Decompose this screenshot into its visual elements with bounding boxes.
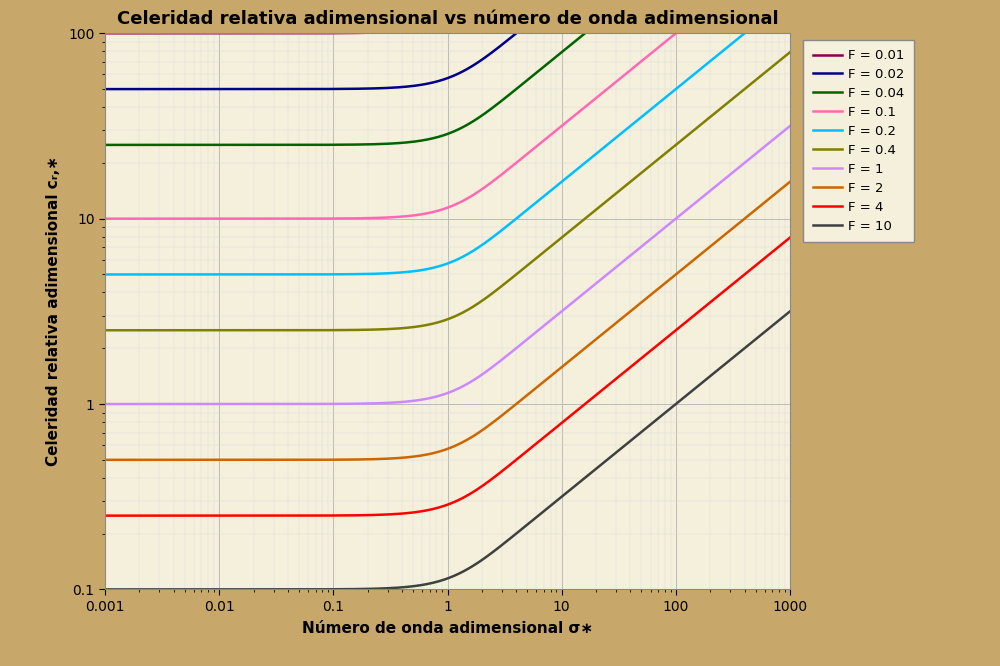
F = 2 [771, 188, 783, 196]
F = 0.1 [218, 214, 230, 222]
F = 0.4 [391, 324, 403, 332]
F = 1 [362, 400, 374, 408]
F = 2 [218, 456, 230, 464]
F = 10 [362, 585, 374, 593]
F = 0.04 [177, 141, 189, 149]
F = 2 [391, 454, 403, 462]
F = 4 [177, 511, 189, 519]
F = 0.2 [362, 270, 374, 278]
F = 0.02 [99, 85, 111, 93]
Line: F = 4: F = 4 [105, 238, 790, 515]
F = 0.4 [697, 119, 709, 127]
F = 0.02 [177, 85, 189, 93]
F = 10 [99, 585, 111, 593]
Y-axis label: Celeridad relativa adimensional cᵣ,∗: Celeridad relativa adimensional cᵣ,∗ [46, 157, 61, 466]
F = 0.4 [771, 59, 783, 67]
F = 4 [391, 510, 403, 518]
Line: F = 10: F = 10 [105, 312, 790, 589]
F = 0.04 [99, 141, 111, 149]
F = 4 [697, 304, 709, 312]
F = 1 [99, 400, 111, 408]
F = 2 [99, 456, 111, 464]
F = 0.2 [391, 269, 403, 277]
F = 0.1 [177, 214, 189, 222]
F = 1 [784, 122, 796, 130]
F = 0.2 [218, 270, 230, 278]
Line: F = 0.02: F = 0.02 [105, 0, 790, 89]
F = 0.4 [784, 48, 796, 56]
F = 2 [177, 456, 189, 464]
F = 0.02 [391, 83, 403, 91]
F = 0.01 [177, 29, 189, 37]
F = 0.1 [391, 213, 403, 221]
F = 2 [697, 248, 709, 256]
F = 10 [218, 585, 230, 593]
F = 0.4 [99, 326, 111, 334]
Legend: F = 0.01, F = 0.02, F = 0.04, F = 0.1, F = 0.2, F = 0.4, F = 1, F = 2, F = 4, F : F = 0.01, F = 0.02, F = 0.04, F = 0.1, F… [803, 40, 914, 242]
F = 1 [218, 400, 230, 408]
F = 0.02 [218, 85, 230, 93]
F = 0.04 [218, 141, 230, 149]
F = 1 [697, 193, 709, 201]
F = 0.4 [218, 326, 230, 334]
Title: Celeridad relativa adimensional vs número de onda adimensional: Celeridad relativa adimensional vs númer… [117, 9, 778, 27]
F = 2 [362, 456, 374, 464]
F = 1 [177, 400, 189, 408]
F = 0.2 [99, 270, 111, 278]
F = 0.1 [697, 7, 709, 15]
F = 0.2 [697, 63, 709, 71]
F = 10 [177, 585, 189, 593]
F = 10 [697, 378, 709, 386]
F = 10 [771, 318, 783, 326]
F = 0.2 [177, 270, 189, 278]
F = 4 [362, 511, 374, 519]
F = 0.01 [218, 29, 230, 37]
Line: F = 0.2: F = 0.2 [105, 0, 790, 274]
F = 0.01 [362, 29, 374, 37]
F = 2 [784, 178, 796, 186]
F = 0.01 [99, 29, 111, 37]
F = 4 [784, 234, 796, 242]
F = 0.01 [391, 27, 403, 35]
F = 0.02 [362, 85, 374, 93]
Line: F = 1: F = 1 [105, 126, 790, 404]
F = 0.1 [99, 214, 111, 222]
F = 10 [391, 583, 403, 591]
F = 0.4 [177, 326, 189, 334]
F = 1 [771, 133, 783, 141]
F = 0.4 [362, 326, 374, 334]
F = 4 [771, 244, 783, 252]
Line: F = 0.4: F = 0.4 [105, 52, 790, 330]
F = 0.04 [391, 139, 403, 147]
Line: F = 0.04: F = 0.04 [105, 0, 790, 145]
Line: F = 0.01: F = 0.01 [105, 0, 790, 33]
X-axis label: Número de onda adimensional σ∗: Número de onda adimensional σ∗ [302, 621, 593, 636]
F = 4 [99, 511, 111, 519]
Line: F = 2: F = 2 [105, 182, 790, 460]
F = 10 [784, 308, 796, 316]
Line: F = 0.1: F = 0.1 [105, 0, 790, 218]
F = 0.04 [362, 141, 374, 149]
F = 0.1 [362, 214, 374, 222]
F = 0.2 [771, 3, 783, 11]
F = 1 [391, 398, 403, 406]
F = 4 [218, 511, 230, 519]
